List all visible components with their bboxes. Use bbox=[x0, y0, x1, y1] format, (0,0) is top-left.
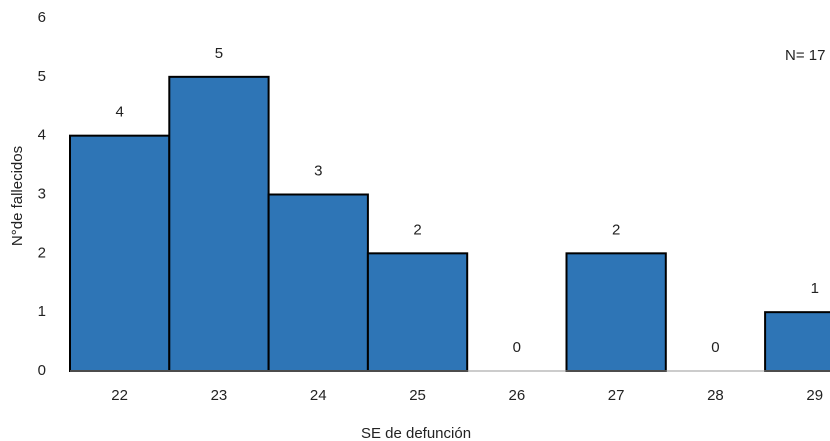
annotation: N= 17 bbox=[785, 47, 825, 64]
bar bbox=[366, 252, 469, 372]
bar bbox=[764, 311, 830, 372]
x-tick-label: 24 bbox=[310, 387, 327, 404]
y-axis-label: N°de fallecidos bbox=[9, 146, 26, 246]
y-tick-label: 4 bbox=[38, 127, 46, 144]
data-label: 3 bbox=[314, 162, 322, 179]
data-label: 4 bbox=[115, 104, 123, 121]
x-tick-label: 29 bbox=[806, 387, 823, 404]
y-tick-label: 2 bbox=[38, 244, 46, 261]
bar bbox=[168, 75, 270, 372]
data-label: 2 bbox=[612, 221, 620, 238]
x-axis-label: SE de defunción bbox=[361, 425, 471, 441]
x-tick-label: 25 bbox=[409, 387, 426, 404]
data-label: 2 bbox=[413, 221, 421, 238]
data-label: 0 bbox=[711, 339, 719, 356]
y-tick-label: 3 bbox=[38, 185, 46, 202]
x-tick-label: 27 bbox=[608, 387, 625, 404]
x-tick-label: 23 bbox=[211, 387, 228, 404]
x-tick-label: 26 bbox=[509, 387, 526, 404]
data-label: 0 bbox=[513, 339, 521, 356]
y-tick-label: 5 bbox=[38, 68, 46, 85]
data-label: 1 bbox=[811, 280, 819, 297]
x-tick-label: 22 bbox=[111, 387, 128, 404]
x-tick-label: 28 bbox=[707, 387, 724, 404]
bar bbox=[565, 252, 667, 372]
y-tick-label: 6 bbox=[38, 9, 46, 26]
data-label: 5 bbox=[215, 45, 223, 62]
bar bbox=[267, 193, 369, 372]
y-tick-label: 0 bbox=[38, 362, 46, 379]
y-tick-label: 1 bbox=[38, 303, 46, 320]
bar bbox=[69, 134, 171, 372]
